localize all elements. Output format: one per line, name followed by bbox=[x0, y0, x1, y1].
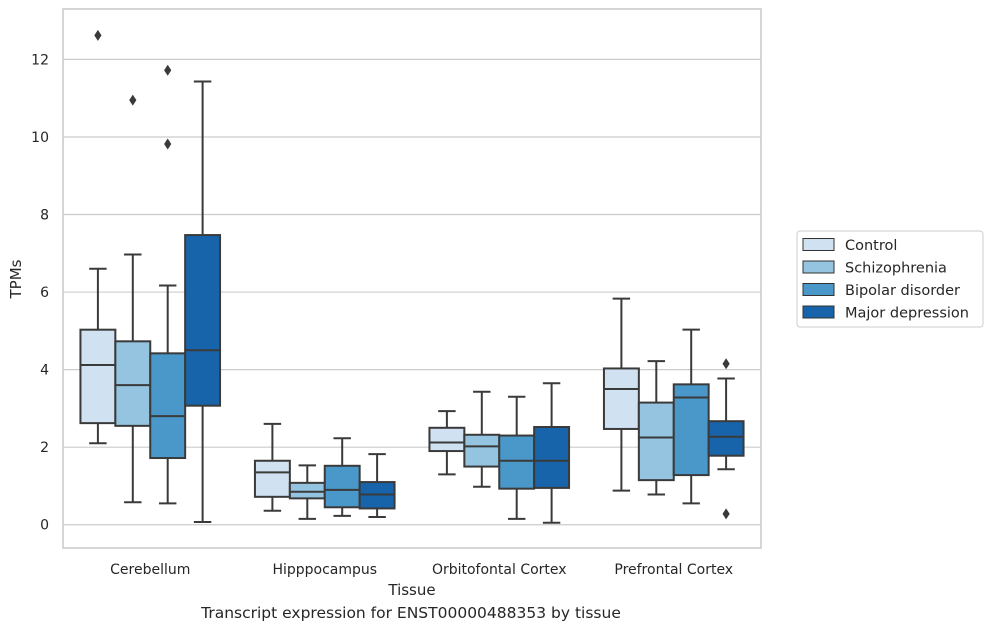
box-3-0 bbox=[602, 297, 640, 492]
box-iqr bbox=[602, 367, 640, 430]
x-tick-label-2: Orbitofontal Cortex bbox=[432, 562, 567, 578]
box-iqr bbox=[323, 464, 361, 509]
x-tick-labels: Cerebellum Hipppocampus Orbitofontal Corte… bbox=[110, 562, 733, 578]
box-3-1 bbox=[637, 360, 675, 496]
y-tick-label-4: 4 bbox=[40, 363, 49, 379]
legend: Control Schizophrenia Bipolar disorder Majo… bbox=[796, 230, 984, 328]
outlier-point bbox=[94, 29, 102, 41]
box-iqr bbox=[428, 426, 466, 453]
box-iqr bbox=[288, 481, 326, 500]
figure-caption: Transcript expression for ENST0000048835… bbox=[201, 604, 621, 622]
box-iqr bbox=[253, 459, 291, 498]
outlier-point bbox=[722, 508, 730, 520]
box-1-1 bbox=[288, 464, 326, 520]
box-iqr bbox=[498, 434, 536, 490]
box-0-2 bbox=[149, 64, 187, 505]
outlier-point bbox=[164, 64, 172, 76]
box-iqr bbox=[114, 340, 152, 427]
y-tick-label-10: 10 bbox=[31, 130, 49, 146]
box-iqr bbox=[463, 433, 501, 468]
box-2-2 bbox=[498, 395, 536, 520]
legend-swatch-0 bbox=[802, 238, 835, 251]
box-iqr bbox=[533, 426, 571, 489]
y-axis-label: TPMs bbox=[7, 259, 25, 299]
x-tick-label-3: Prefrontal Cortex bbox=[614, 562, 733, 578]
outlier-point bbox=[129, 94, 137, 106]
y-tick-label-6: 6 bbox=[40, 285, 49, 301]
legend-swatch-1 bbox=[802, 260, 835, 274]
legend-swatch-3 bbox=[802, 305, 835, 319]
legend-label-1: Schizophrenia bbox=[845, 261, 947, 277]
box-2-3 bbox=[533, 382, 571, 524]
box-iqr bbox=[707, 420, 745, 457]
y-tick-label-12: 12 bbox=[31, 52, 49, 68]
box-1-3 bbox=[358, 453, 396, 518]
x-tick-label-1: Hipppocampus bbox=[272, 562, 377, 578]
box-0-3 bbox=[184, 80, 222, 524]
outlier-point bbox=[164, 138, 172, 150]
box-3-3 bbox=[707, 358, 745, 520]
box-2-1 bbox=[463, 390, 501, 488]
legend-frame bbox=[796, 230, 984, 328]
box-1-0 bbox=[253, 422, 291, 512]
legend-label-0: Control bbox=[845, 238, 897, 254]
box-iqr bbox=[149, 352, 187, 460]
y-tick-labels: 0 2 4 6 8 10 12 bbox=[31, 52, 49, 533]
box-3-2 bbox=[672, 328, 710, 505]
box-series bbox=[79, 29, 745, 524]
x-axis-label: Tissue bbox=[387, 581, 435, 599]
outlier-point bbox=[722, 358, 730, 370]
box-iqr bbox=[637, 401, 675, 482]
y-tick-label-2: 2 bbox=[40, 440, 49, 456]
y-tick-label-0: 0 bbox=[40, 518, 49, 534]
legend-label-3: Major depression bbox=[845, 306, 969, 322]
x-tick-label-0: Cerebellum bbox=[110, 562, 190, 578]
plot-frame bbox=[62, 8, 762, 549]
legend-swatch-2 bbox=[802, 283, 835, 296]
legend-label-2: Bipolar disorder bbox=[845, 283, 960, 299]
box-iqr bbox=[184, 234, 222, 407]
box-iqr bbox=[79, 328, 117, 425]
box-1-2 bbox=[323, 437, 361, 517]
y-tick-label-8: 8 bbox=[40, 208, 49, 224]
box-iqr bbox=[672, 383, 710, 477]
box-0-1 bbox=[114, 94, 152, 504]
